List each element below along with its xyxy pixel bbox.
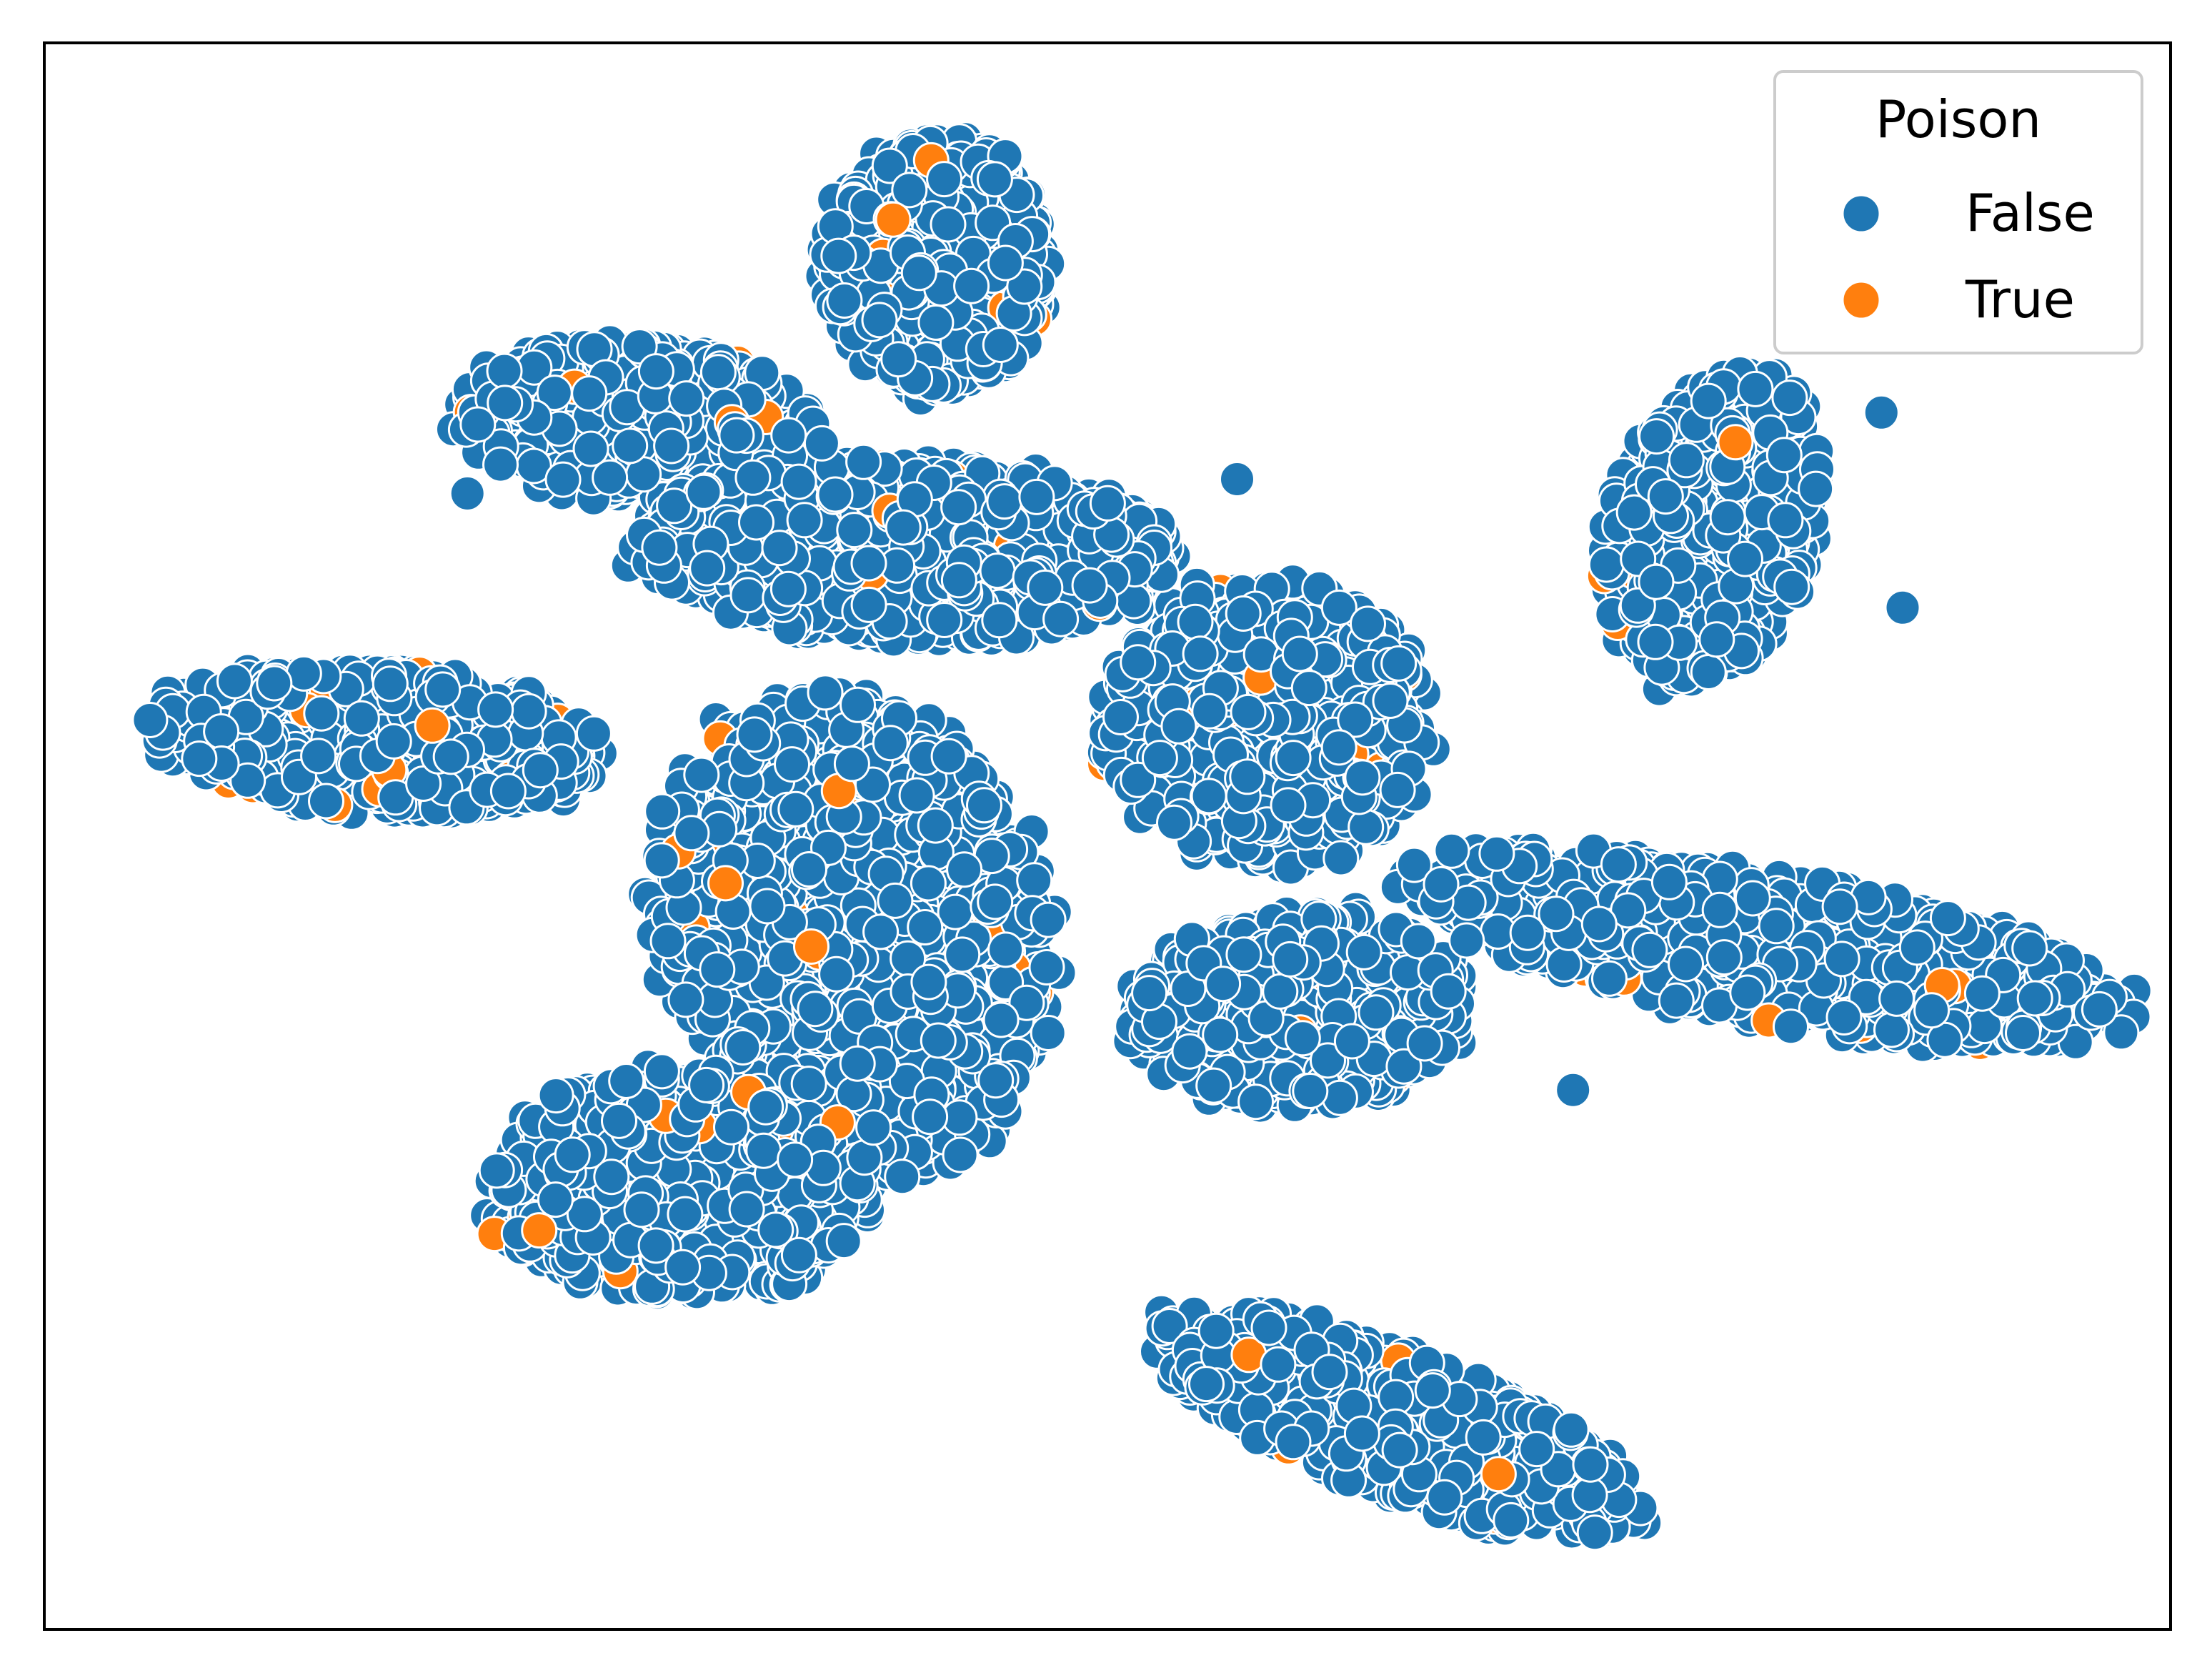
data-points	[131, 121, 2153, 1552]
